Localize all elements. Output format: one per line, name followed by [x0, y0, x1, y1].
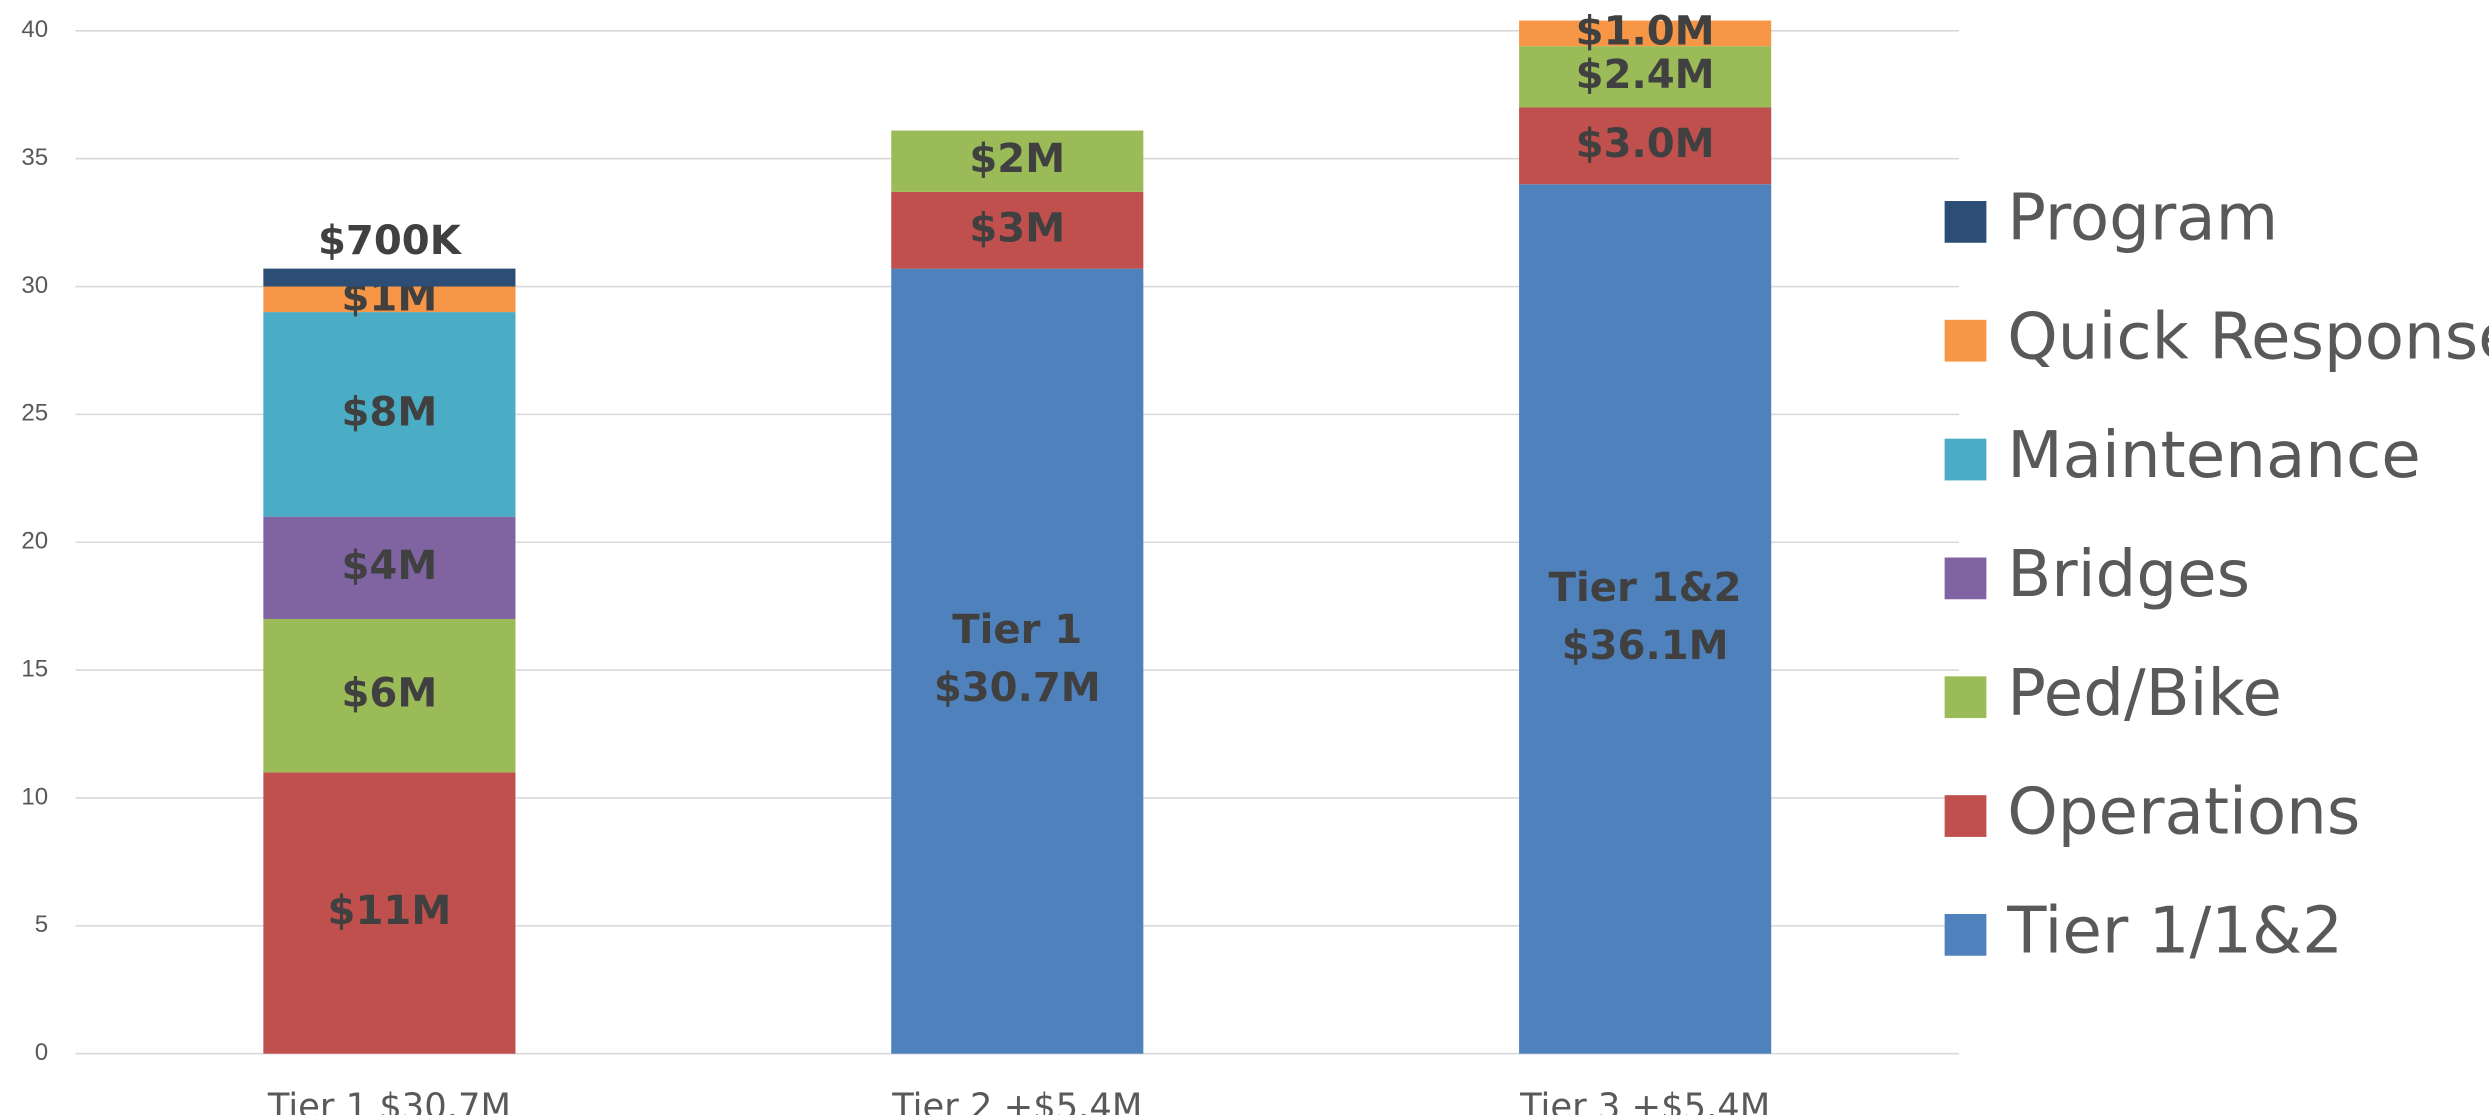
bar-segment: [263, 269, 515, 287]
legend-swatch: [1945, 439, 1987, 481]
legend-label: Tier 1/1&2: [2006, 893, 2343, 968]
legend-swatch: [1945, 320, 1987, 362]
bar-segment: [1519, 184, 1771, 1053]
legend-label: Maintenance: [2007, 418, 2421, 493]
y-tick-label: 20: [21, 528, 48, 555]
y-tick-label: 0: [35, 1039, 48, 1066]
data-label: $700K: [318, 218, 463, 264]
legend-swatch: [1945, 795, 1987, 837]
data-label: $1.0M: [1576, 8, 1715, 54]
bar-label: Tier 1&2: [1549, 565, 1742, 611]
legend-label: Operations: [2007, 775, 2360, 850]
x-tick-label: Tier 3 +$5.4M: [1519, 1086, 1770, 1115]
legend-label: Ped/Bike: [2007, 656, 2282, 731]
data-label: $8M: [342, 389, 438, 435]
y-tick-label: 35: [21, 144, 48, 171]
y-tick-label: 40: [21, 16, 48, 43]
x-tick-label: Tier 1 $30.7M: [267, 1086, 511, 1115]
data-label: $2M: [969, 136, 1065, 182]
data-label: $2.4M: [1576, 52, 1715, 98]
legend-label: Quick Response: [2007, 299, 2489, 374]
data-label: $3.0M: [1576, 121, 1715, 167]
data-label: $11M: [328, 888, 452, 934]
legend-swatch: [1945, 558, 1987, 600]
data-label: $6M: [342, 671, 438, 717]
y-tick-label: 30: [21, 272, 48, 299]
y-tick-label: 10: [21, 783, 48, 810]
y-tick-label: 25: [21, 400, 48, 427]
y-tick-label: 15: [21, 655, 48, 682]
x-tick-label: Tier 2 +$5.4M: [891, 1086, 1142, 1115]
legend-label: Program: [2007, 180, 2278, 255]
legend-swatch: [1945, 201, 1987, 243]
legend-swatch: [1945, 676, 1987, 718]
data-label: $4M: [342, 543, 438, 589]
bar-segment: [891, 269, 1143, 1054]
page: {"chart_data": {"type": "stacked-bar", "…: [0, 0, 2489, 1115]
y-tick-label: 5: [35, 911, 48, 938]
bar-label: Tier 1: [952, 607, 1082, 653]
legend-swatch: [1945, 914, 1987, 956]
chart: 0 5 10 15 20 25 30 35 40 Tier 1 $30.7M $11M $6M $4M $…: [0, 0, 2489, 1115]
data-label: $3M: [969, 205, 1065, 251]
legend-label: Bridges: [2007, 537, 2250, 612]
bar-label: $36.1M: [1562, 623, 1729, 669]
bar-label: $30.7M: [934, 665, 1101, 711]
